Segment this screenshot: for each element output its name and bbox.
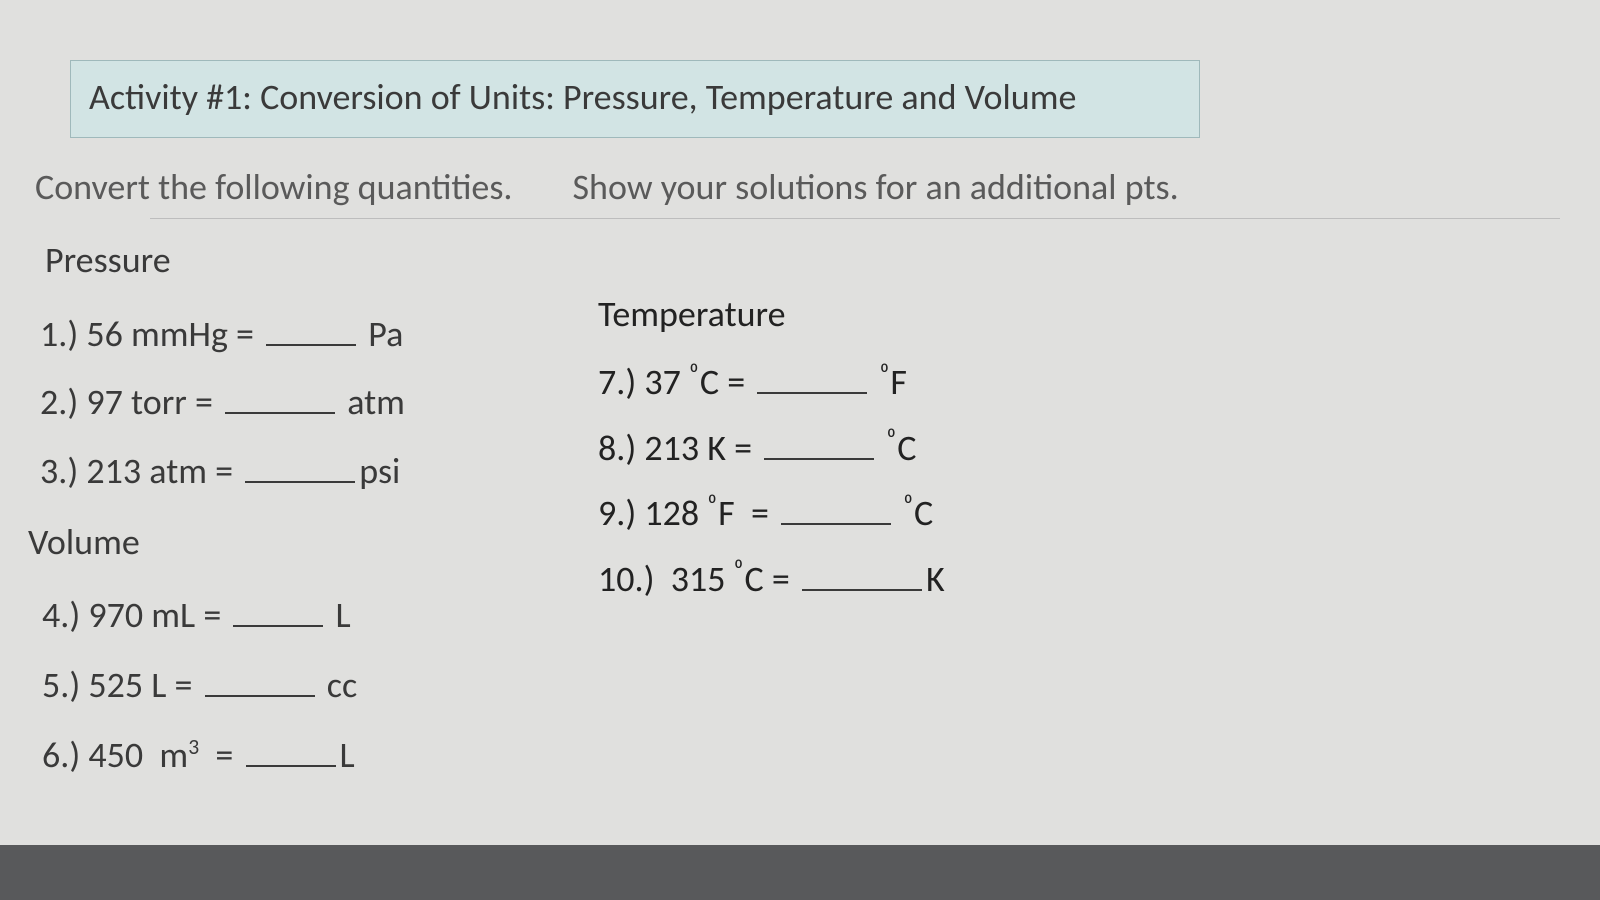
item-rhs-unit: Pa [368, 312, 403, 356]
item-lhs-unit: m3 [159, 733, 199, 777]
item-lhs-unit: C [689, 360, 719, 404]
answer-blank [266, 342, 356, 346]
item-lhs-unit: C [734, 557, 764, 601]
item-lhs-unit: mL [151, 593, 195, 637]
item-rhs-unit: psi [359, 449, 400, 493]
item-lhs-unit: L [151, 663, 166, 707]
instruction-left: Convert the following quantities. [35, 165, 573, 209]
bottom-bar [0, 845, 1600, 900]
answer-blank [225, 411, 335, 415]
volume-items: 4.) 970 mL = L 5.) 525 L = cc 6.) 450 m3… [42, 580, 357, 791]
item-num: 1.) [40, 312, 78, 356]
item-10: 10.) 315 C = K [598, 547, 945, 613]
instruction-right: Show your solutions for an additional pt… [573, 165, 1179, 209]
item-lhs-val: 97 [86, 380, 123, 424]
item-rhs-unit: L [336, 593, 351, 637]
item-1: 1.) 56 mmHg = Pa [40, 300, 405, 368]
answer-blank [205, 693, 315, 697]
item-lhs-unit: mmHg [131, 312, 228, 356]
item-num: 6.) [42, 733, 80, 777]
item-4: 4.) 970 mL = L [42, 580, 357, 650]
item-num: 9.) [598, 491, 636, 535]
item-8: 8.) 213 K = C [598, 416, 945, 482]
item-rhs-unit: cc [327, 663, 357, 707]
answer-blank [233, 623, 323, 627]
item-num: 5.) [42, 663, 80, 707]
item-num: 7.) [598, 360, 636, 404]
item-lhs-unit: K [707, 426, 726, 470]
item-num: 2.) [40, 380, 78, 424]
activity-title: Activity #1: Conversion of Units: Pressu… [70, 60, 1200, 138]
answer-blank [781, 521, 891, 525]
item-lhs-val: 450 [88, 733, 143, 777]
section-heading-pressure: Pressure [45, 238, 171, 282]
item-lhs-val: 315 [671, 557, 726, 601]
item-lhs-unit: torr [131, 380, 187, 424]
item-lhs-val: 37 [644, 360, 681, 404]
horizontal-rule [150, 218, 1560, 219]
item-lhs-unit: atm [149, 449, 207, 493]
answer-blank [245, 479, 355, 483]
item-lhs-unit: F [707, 491, 734, 535]
item-6: 6.) 450 m3 = L [42, 720, 357, 790]
instruction-row: Convert the following quantities. Show y… [35, 165, 1565, 209]
item-lhs-val: 213 [644, 426, 699, 470]
item-rhs-unit: atm [347, 380, 405, 424]
item-num: 4.) [42, 593, 80, 637]
item-5: 5.) 525 L = cc [42, 650, 357, 720]
item-rhs-unit: C [886, 426, 916, 470]
item-num: 10.) [598, 557, 655, 601]
item-lhs-val: 56 [86, 312, 123, 356]
item-7: 7.) 37 C = F [598, 350, 945, 416]
answer-blank [802, 587, 922, 591]
answer-blank [246, 764, 336, 768]
item-lhs-val: 525 [88, 663, 143, 707]
item-rhs-unit: F [879, 360, 906, 404]
item-lhs-val: 128 [644, 491, 699, 535]
temperature-items: 7.) 37 C = F 8.) 213 K = C 9.) 128 F = C… [598, 350, 945, 612]
item-rhs-unit: C [903, 491, 933, 535]
item-lhs-val: 970 [88, 593, 143, 637]
slide: Activity #1: Conversion of Units: Pressu… [0, 0, 1600, 900]
item-num: 8.) [598, 426, 636, 470]
item-rhs-unit: L [340, 733, 355, 777]
pressure-items: 1.) 56 mmHg = Pa 2.) 97 torr = atm 3.) 2… [40, 300, 405, 505]
item-lhs-val: 213 [86, 449, 141, 493]
section-heading-volume: Volume [28, 520, 140, 564]
item-2: 2.) 97 torr = atm [40, 368, 405, 436]
item-num: 3.) [40, 449, 78, 493]
item-rhs-unit: K [926, 557, 945, 601]
answer-blank [764, 456, 874, 460]
item-3: 3.) 213 atm = psi [40, 437, 405, 505]
item-9: 9.) 128 F = C [598, 481, 945, 547]
section-heading-temperature: Temperature [598, 292, 786, 336]
answer-blank [757, 390, 867, 394]
